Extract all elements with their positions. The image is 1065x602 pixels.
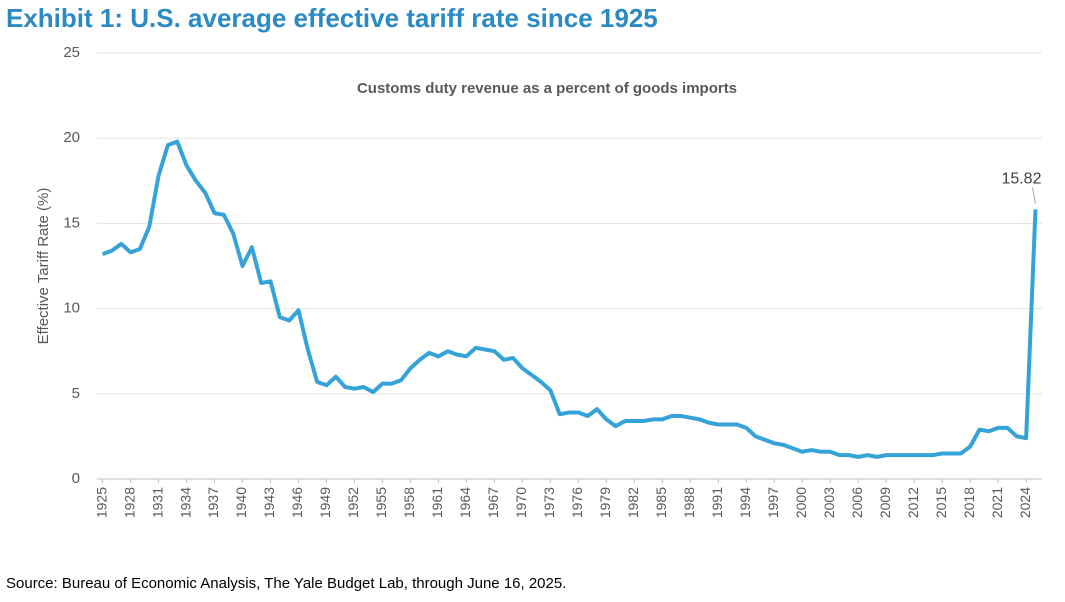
annotation: 15.82 bbox=[1001, 171, 1041, 188]
y-tick-label: 10 bbox=[63, 300, 80, 317]
x-tick-label: 1931 bbox=[149, 487, 165, 518]
y-tick-label: 0 bbox=[72, 470, 80, 487]
x-tick-label: 1928 bbox=[121, 487, 137, 518]
x-tick-label: 1964 bbox=[457, 487, 473, 518]
x-tick-label: 1961 bbox=[429, 487, 445, 518]
x-tick-label: 2000 bbox=[793, 487, 809, 518]
x-tick-label: 1955 bbox=[373, 487, 389, 518]
x-tick-label: 1994 bbox=[737, 487, 753, 518]
y-tick-label: 15 bbox=[63, 214, 80, 231]
annotation-leader bbox=[1031, 187, 1036, 204]
x-tick-label: 1970 bbox=[513, 487, 529, 518]
x-tick-label: 2012 bbox=[905, 487, 921, 518]
x-tick-label: 2021 bbox=[989, 487, 1005, 518]
source: Source: Bureau of Economic Analysis, The… bbox=[6, 575, 566, 592]
x-tick-label: 1967 bbox=[485, 487, 501, 518]
x-tick-label: 1988 bbox=[681, 487, 697, 518]
chart-title: Exhibit 1: U.S. average effective tariff… bbox=[6, 3, 658, 33]
y-tick-label: 20 bbox=[63, 129, 80, 146]
x-tick-label: 1997 bbox=[765, 487, 781, 518]
x-tick-label: 2018 bbox=[961, 487, 977, 518]
line-series bbox=[101, 139, 1038, 459]
x-tick-label: 1934 bbox=[177, 487, 193, 518]
x-tick-label: 1976 bbox=[569, 487, 585, 518]
x-tick-label: 1937 bbox=[205, 487, 221, 518]
x-tick-label: 2003 bbox=[821, 487, 837, 518]
x-tick-label: 1925 bbox=[93, 487, 109, 518]
x-tick-label: 1949 bbox=[317, 487, 333, 518]
x-tick-label: 1943 bbox=[261, 487, 277, 518]
y-axis-label: Effective Tariff Rate (%) bbox=[35, 188, 52, 345]
x-tick-label: 2009 bbox=[877, 487, 893, 518]
x-tick-label: 1985 bbox=[653, 487, 669, 518]
x-tick-label: 1973 bbox=[541, 487, 557, 518]
x-tick-label: 2015 bbox=[933, 487, 949, 518]
x-tick-label: 1991 bbox=[709, 487, 725, 518]
x-tick-label: 1940 bbox=[233, 487, 249, 518]
x-tick-label: 1946 bbox=[289, 487, 305, 518]
x-tick-label: 1982 bbox=[625, 487, 641, 518]
x-tick-label: 2006 bbox=[849, 487, 865, 518]
y-tick-label: 5 bbox=[72, 385, 80, 402]
x-tick-label: 1958 bbox=[401, 487, 417, 518]
x-tick-label: 1952 bbox=[345, 487, 361, 518]
x-tick-label: 2024 bbox=[1017, 487, 1033, 518]
chart-subtitle: Customs duty revenue as a percent of goo… bbox=[357, 80, 737, 97]
x-tick-label: 1979 bbox=[597, 487, 613, 518]
y-tick-label: 25 bbox=[63, 44, 80, 61]
